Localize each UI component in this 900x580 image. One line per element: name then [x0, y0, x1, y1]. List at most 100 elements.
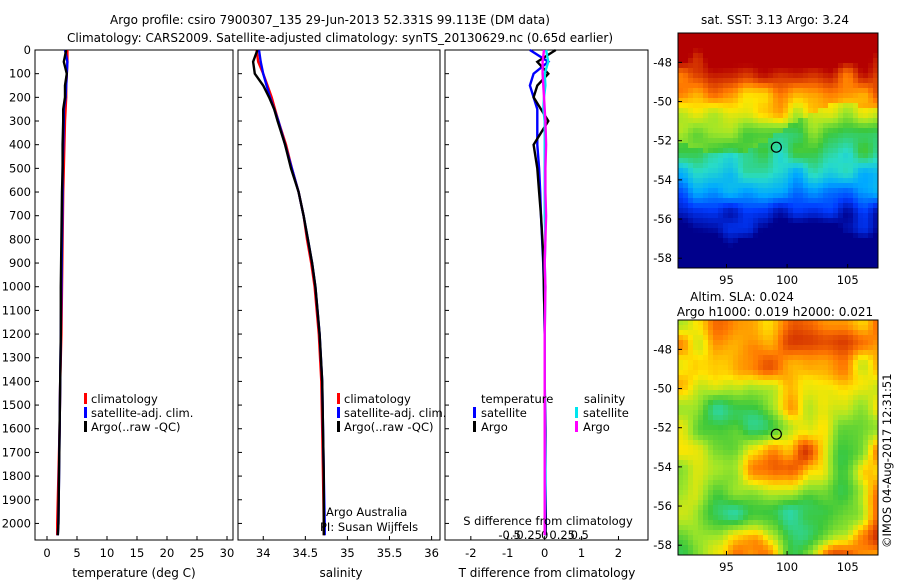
map-cell	[678, 510, 683, 515]
map-cell	[723, 68, 728, 73]
map-cell	[718, 375, 723, 380]
map-cell	[708, 253, 713, 258]
map-cell	[748, 108, 753, 113]
map-cell	[718, 258, 723, 263]
map-cell	[738, 355, 743, 360]
map-cell	[843, 138, 848, 143]
map-cell	[698, 158, 703, 163]
map-cell	[858, 233, 863, 238]
map-cell	[688, 435, 693, 440]
map-cell	[788, 108, 793, 113]
map-cell	[868, 445, 873, 450]
map-cell	[693, 58, 698, 63]
map-cell	[703, 410, 708, 415]
map-cell	[833, 395, 838, 400]
map-cell	[723, 133, 728, 138]
map-cell	[683, 183, 688, 188]
map-cell	[873, 445, 878, 450]
map-cell	[848, 530, 853, 535]
map-cell	[728, 365, 733, 370]
map-cell	[688, 330, 693, 335]
map-cell	[708, 223, 713, 228]
map-cell	[773, 425, 778, 430]
map-cell	[823, 325, 828, 330]
map-cell	[808, 233, 813, 238]
map-cell	[723, 465, 728, 470]
map-cell	[728, 480, 733, 485]
map-cell	[763, 148, 768, 153]
map-cell	[693, 395, 698, 400]
map-cell	[803, 188, 808, 193]
map-cell	[793, 440, 798, 445]
map-cell	[823, 480, 828, 485]
map-cell	[683, 440, 688, 445]
map-cell	[848, 460, 853, 465]
map-cell	[858, 540, 863, 545]
map-cell	[768, 505, 773, 510]
map-cell	[748, 213, 753, 218]
map-cell	[733, 83, 738, 88]
map-cell	[853, 500, 858, 505]
map-cell	[823, 128, 828, 133]
map-cell	[708, 525, 713, 530]
map-cell	[718, 188, 723, 193]
map-cell	[873, 385, 878, 390]
map-cell	[698, 355, 703, 360]
map-cell	[838, 213, 843, 218]
map-cell	[723, 203, 728, 208]
map-cell	[808, 450, 813, 455]
map-cell	[748, 153, 753, 158]
map-cell	[738, 88, 743, 93]
map-cell	[828, 243, 833, 248]
map-cell	[723, 138, 728, 143]
map-cell	[823, 495, 828, 500]
map-cell	[803, 500, 808, 505]
map-cell	[838, 33, 843, 38]
map-cell	[698, 63, 703, 68]
map-cell	[823, 68, 828, 73]
map-cell	[738, 78, 743, 83]
map-cell	[818, 138, 823, 143]
map-cell	[703, 218, 708, 223]
map-cell	[808, 340, 813, 345]
map-cell	[803, 153, 808, 158]
map-cell	[743, 405, 748, 410]
map-cell	[863, 113, 868, 118]
map-cell	[823, 380, 828, 385]
map-cell	[798, 335, 803, 340]
map-cell	[823, 123, 828, 128]
map-cell	[848, 400, 853, 405]
map-cell	[688, 258, 693, 263]
map-cell	[788, 188, 793, 193]
map-cell	[688, 535, 693, 540]
map-cell	[858, 38, 863, 43]
map-cell	[693, 203, 698, 208]
map-cell	[843, 243, 848, 248]
map-cell	[698, 153, 703, 158]
map-cell	[723, 123, 728, 128]
map-cell	[853, 330, 858, 335]
map-cell	[818, 345, 823, 350]
map-cell	[768, 455, 773, 460]
map-cell	[778, 58, 783, 63]
map-cell	[708, 390, 713, 395]
map-cell	[838, 420, 843, 425]
map-cell	[693, 360, 698, 365]
map-cell	[868, 430, 873, 435]
map-cell	[773, 370, 778, 375]
map-cell	[718, 520, 723, 525]
map-cell	[738, 520, 743, 525]
map-cell	[813, 330, 818, 335]
map-cell	[823, 340, 828, 345]
map-cell	[853, 263, 858, 268]
map-cell	[738, 405, 743, 410]
map-cell	[728, 218, 733, 223]
map-cell	[783, 253, 788, 258]
map-cell	[758, 43, 763, 48]
map-cell	[848, 420, 853, 425]
map-cell	[853, 445, 858, 450]
map-cell	[798, 430, 803, 435]
map-cell	[848, 385, 853, 390]
map-cell	[678, 505, 683, 510]
map-cell	[833, 53, 838, 58]
